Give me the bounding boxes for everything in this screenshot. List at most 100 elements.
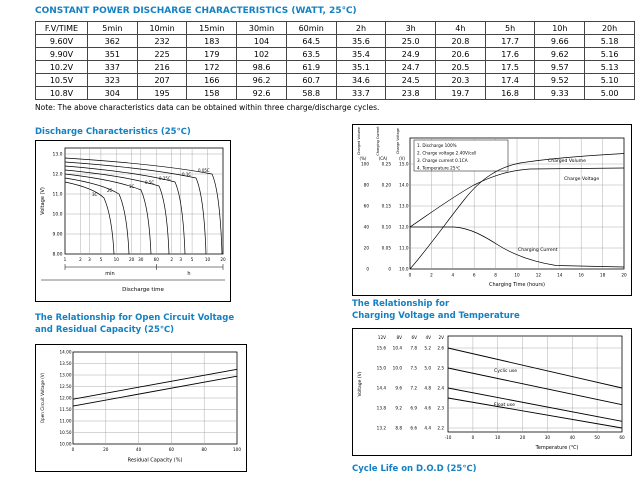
y-tick-label: 11.00	[60, 419, 72, 424]
x-tick-label: 2	[430, 273, 433, 278]
header-cell: 15min	[186, 21, 238, 35]
scale-tick: 4.4	[424, 426, 431, 431]
v-tick: 12.0	[399, 225, 409, 230]
cell: 5.10	[584, 73, 635, 87]
cell: 179	[186, 47, 238, 61]
cell: 17.7	[484, 34, 536, 48]
cell: 17.5	[484, 60, 536, 74]
condition-line: 4. Temperature 25℃	[417, 166, 461, 171]
charging-current-axis-label: Charging Current	[376, 126, 380, 156]
page-title: CONSTANT POWER DISCHARGE CHARACTERISTICS…	[35, 6, 357, 16]
scale-tick: 9.2	[395, 406, 402, 411]
float-band-upper	[447, 387, 623, 422]
discharge-chart-svg: 3C 2C 1C 0.5C 0.25C 0.1C 0.05C 13.0 12.0…	[35, 140, 231, 302]
charge-voltage-axis-label: Charge Voltage	[396, 128, 400, 154]
x-tick-label: 80	[202, 447, 208, 452]
header-cell: 30min	[236, 21, 287, 35]
y-tick-label: 12.50	[60, 384, 72, 389]
header-cell: 2h	[335, 21, 387, 35]
header-cell: 20h	[584, 21, 635, 35]
charge-temp-title-line1: The Relationship for	[352, 299, 450, 309]
cell: 63.5	[285, 47, 337, 61]
series-label: Charging Current	[518, 247, 558, 253]
x-tick-label: 2	[79, 257, 82, 262]
unit-label: (V)	[399, 156, 405, 161]
chart-border	[35, 140, 231, 302]
x-tick-label: -10	[445, 435, 452, 440]
scale-tick: 14.4	[377, 386, 387, 391]
cell: 23.8	[385, 86, 437, 100]
y-tick-label: 11.50	[60, 407, 72, 412]
x-tick-label: 16	[579, 273, 585, 278]
cell: 20.3	[435, 73, 486, 87]
x-tick-label: 20	[220, 257, 226, 262]
x-tick-label: 10	[514, 273, 520, 278]
condition-line: 1. Discharge 100%	[417, 143, 457, 148]
scale-tick: 5.2	[424, 346, 431, 351]
cyclic-band-upper	[447, 347, 623, 389]
ca-tick: 0.05	[382, 246, 392, 251]
constant-power-table: F.V/TIME 5min 10min 15min 30min 60min 2h…	[35, 21, 635, 100]
x-tick-label: 60	[154, 257, 160, 262]
cell: 20.6	[435, 47, 486, 61]
scale-tick: 15.0	[377, 366, 387, 371]
y-tick-label: 10.0	[52, 212, 62, 218]
x-tick-label: 14	[557, 273, 563, 278]
scale-tick: 2.3	[437, 406, 444, 411]
table-row: 10.8V 304 195 158 92.6 58.8 33.7 23.8 19.7 16.8 9.…	[35, 86, 635, 100]
cell: 24.7	[385, 60, 437, 74]
x-axis-label: Residual Capacity (%)	[128, 458, 183, 464]
cell: 10.2V	[35, 60, 88, 74]
x-tick-label: 30	[138, 257, 144, 262]
cell: 104	[236, 34, 287, 48]
series-label: Charged Volume	[548, 158, 586, 164]
cell: 58.8	[285, 86, 337, 100]
x-tick-label: 5	[191, 257, 194, 262]
cell: 20.8	[435, 34, 486, 48]
y-tick-label: 13.00	[60, 373, 72, 378]
cell: 25.0	[385, 34, 437, 48]
cell: 5.00	[584, 86, 635, 100]
x-tick-label: 100	[233, 447, 241, 452]
chart-border	[35, 344, 247, 472]
scale-tick: 7.2	[410, 386, 417, 391]
x-tick-label: 10	[114, 257, 120, 262]
x-tick-label: 20	[103, 447, 109, 452]
x-tick-label: 2	[170, 257, 173, 262]
v-tick: 10.0	[399, 267, 409, 272]
cell: 9.66	[534, 34, 586, 48]
cell: 24.5	[385, 73, 437, 87]
y-tick-label: 9.00	[52, 232, 62, 238]
x-unit-min-label: min	[105, 271, 114, 277]
cell: 35.6	[335, 34, 387, 48]
x-tick-label: 20	[621, 273, 627, 278]
scale-tick: 8.8	[395, 426, 402, 431]
scale-header: 8V	[396, 335, 402, 340]
discharge-chart-title: Discharge Characteristics (25℃)	[35, 127, 191, 137]
curve-label: 1C	[129, 184, 135, 189]
y-tick-label: 11.0	[52, 192, 62, 198]
cell: 362	[87, 34, 138, 48]
chart-border	[352, 124, 632, 296]
cell: 9.90V	[35, 47, 88, 61]
cell: 166	[186, 73, 238, 87]
charge-temp-chart: 12V 8V 6V 4V 2V 15.6 10.4 7.8 5.2 2.6 15…	[352, 328, 632, 460]
scale-tick: 5.0	[424, 366, 431, 371]
cell: 158	[186, 86, 238, 100]
x-unit-h-label: h	[187, 271, 190, 277]
header-cell: 5min	[87, 21, 138, 35]
x-tick-label: 30	[545, 435, 551, 440]
cell: 9.33	[534, 86, 586, 100]
x-tick-label: 10	[495, 435, 501, 440]
cell: 5.18	[584, 34, 635, 48]
cell: 61.9	[285, 60, 337, 74]
curve-label: 0.25C	[159, 176, 171, 181]
header-cell: 60min	[285, 21, 337, 35]
scale-tick: 2.5	[437, 366, 444, 371]
x-tick-label: 40	[570, 435, 576, 440]
x-tick-label: 8	[494, 273, 497, 278]
y-axis-label: Voltage (V)	[40, 187, 46, 215]
cell: 172	[186, 60, 238, 74]
charge-temp-title-line2: Charging Voltage and Temperature	[352, 311, 520, 321]
y-tick-label: 12.00	[60, 396, 72, 401]
